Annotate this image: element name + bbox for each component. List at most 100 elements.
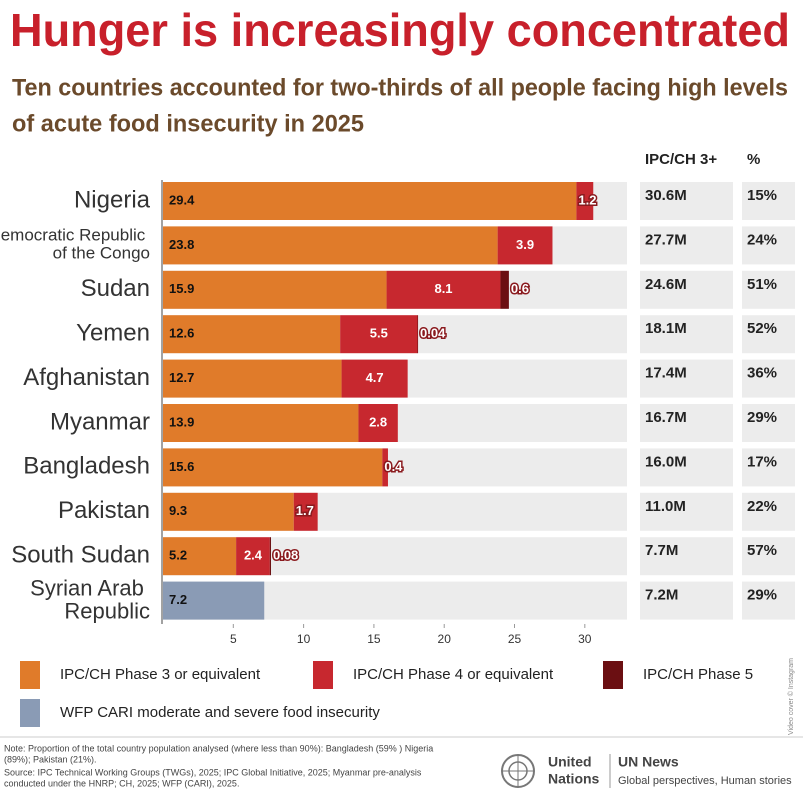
x-tick-label: 20 <box>438 632 452 646</box>
data-label: 5.2 <box>169 548 187 563</box>
bar-segment <box>163 448 383 487</box>
x-tick-label: 5 <box>230 632 237 646</box>
data-label: 29.4 <box>169 192 195 207</box>
bar-segment <box>163 315 341 354</box>
table-cell <box>742 315 795 354</box>
note: (89%); Pakistan (21%). <box>4 754 97 764</box>
logo-news: UN News <box>618 754 679 770</box>
bar-segment <box>163 581 265 620</box>
table-value: 24.6M <box>645 276 687 293</box>
data-label: 7.2 <box>169 592 187 607</box>
logo-tagline: Global perspectives, Human stories <box>618 775 792 787</box>
table-cell <box>640 581 733 620</box>
table-value: 11.0M <box>645 498 686 515</box>
table-value: 52% <box>747 320 777 337</box>
legend-swatch <box>20 699 40 727</box>
table-cell <box>640 448 733 487</box>
data-label: 1.2 <box>578 192 596 207</box>
table-cell <box>640 537 733 576</box>
y-tick-label: Nigeria <box>74 186 151 213</box>
data-label: 15.6 <box>169 459 194 474</box>
table-value: 57% <box>747 542 777 559</box>
credit: Video cover © Instagram <box>787 658 795 735</box>
bar-segment <box>163 226 498 265</box>
data-label: 15.9 <box>169 281 194 296</box>
table-value: 18.1M <box>645 320 687 337</box>
table-value: 15% <box>747 187 777 204</box>
table-value: 29% <box>747 409 777 426</box>
table-cell <box>640 270 733 309</box>
legend-label: IPC/CH Phase 4 or equivalent <box>353 666 554 683</box>
table-cell <box>742 404 795 442</box>
table-cell <box>742 537 795 576</box>
table-header: % <box>747 151 760 168</box>
legend-label: IPC/CH Phase 5 <box>643 666 753 683</box>
legend-swatch <box>603 661 623 689</box>
data-label: 8.1 <box>434 281 452 296</box>
table-value: 36% <box>747 365 777 382</box>
y-tick-label: Myanmar <box>50 408 150 435</box>
data-label: 12.7 <box>169 370 194 385</box>
logo-text: United <box>548 754 592 770</box>
data-label: 1.7 <box>296 503 314 518</box>
bar-segment <box>386 270 501 309</box>
data-label: 5.5 <box>370 326 388 341</box>
table-value: 17.4M <box>645 365 687 382</box>
data-label: 3.9 <box>516 237 534 252</box>
table-value: 22% <box>747 498 777 515</box>
legend-swatch <box>20 661 40 689</box>
table-value: 29% <box>747 587 777 604</box>
table-value: 7.7M <box>645 542 678 559</box>
logo-text: Nations <box>548 771 600 787</box>
data-label: 0.08 <box>273 548 298 563</box>
note: conducted under the HNRP; CH, 2025; WFP … <box>4 778 239 788</box>
table-value: 16.0M <box>645 453 687 470</box>
y-tick-label: Syrian Arab Republic <box>30 575 150 623</box>
bar-segment <box>163 404 359 442</box>
data-label: 2.4 <box>244 548 263 563</box>
bar-segment <box>358 404 398 442</box>
table-value: 30.6M <box>645 187 687 204</box>
table-cell <box>640 226 733 265</box>
bar-segment <box>341 359 408 398</box>
bar-segment <box>500 270 509 309</box>
table-cell <box>742 448 795 487</box>
data-label: 2.8 <box>369 414 387 429</box>
data-label: 23.8 <box>169 237 194 252</box>
table-value: 27.7M <box>645 231 687 248</box>
bar-segment <box>340 315 418 354</box>
bar-segment <box>163 492 294 531</box>
table-cell <box>742 270 795 309</box>
data-label: 9.3 <box>169 503 187 518</box>
bar-segment <box>163 359 342 398</box>
x-tick-label: 25 <box>508 632 522 646</box>
un-emblem <box>501 754 535 788</box>
table-cell <box>742 359 795 398</box>
note: Source: IPC Technical Working Groups (TW… <box>4 767 422 777</box>
bar-segment <box>269 537 271 576</box>
bar-segment <box>497 226 553 265</box>
table-header: IPC/CH 3+ <box>645 151 717 168</box>
y-tick-label: Sudan <box>81 275 150 302</box>
y-tick-label: South Sudan <box>11 542 150 569</box>
y-tick-label: Bangladesh <box>23 453 150 480</box>
table-value: 17% <box>747 453 777 470</box>
y-tick-label: Afghanistan <box>23 364 150 391</box>
chart-title: Hunger is increasingly concentrated <box>10 4 790 56</box>
x-tick-label: 10 <box>297 632 311 646</box>
table-cell <box>640 182 733 220</box>
table-cell <box>640 492 733 531</box>
bar-segment <box>293 492 318 531</box>
x-tick-label: 30 <box>578 632 592 646</box>
bar-segment <box>163 182 577 220</box>
data-label: 13.9 <box>169 414 194 429</box>
table-cell <box>742 182 795 220</box>
bar-segment <box>382 448 388 487</box>
subtitle: Ten countries accounted for two-thirds o… <box>12 74 788 101</box>
bar-segment <box>576 182 594 220</box>
legend-label: WFP CARI moderate and severe food insecu… <box>60 704 380 721</box>
legend-label: IPC/CH Phase 3 or equivalent <box>60 666 261 683</box>
bar-segment <box>163 270 387 309</box>
table-cell <box>742 226 795 265</box>
